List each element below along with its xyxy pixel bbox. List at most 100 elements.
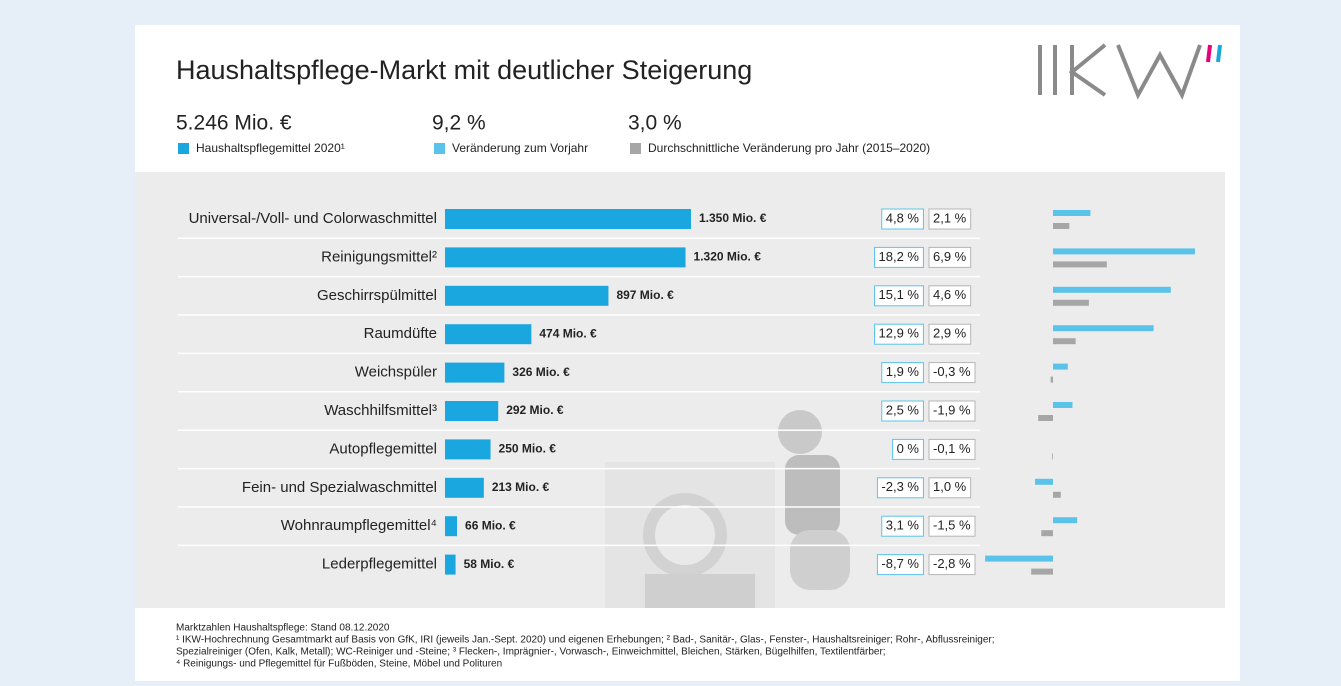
- percent-label: 18,2 %: [879, 249, 920, 264]
- bar: [445, 439, 491, 460]
- value-label: 213 Mio. €: [492, 480, 550, 494]
- bar: [445, 362, 505, 383]
- legend-label: Durchschnittliche Veränderung pro Jahr (…: [648, 141, 930, 155]
- value-label: 897 Mio. €: [616, 288, 674, 302]
- legend-label: Veränderung zum Vorjahr: [452, 141, 588, 155]
- change-bar: [1053, 210, 1091, 216]
- change-bar: [1053, 402, 1073, 408]
- percent-box: [928, 554, 976, 576]
- change-bar: [1041, 530, 1053, 537]
- change-bar: [1052, 453, 1053, 460]
- percent-box: [928, 323, 972, 345]
- percent-label: -2,8 %: [933, 556, 971, 571]
- change-bar: [1053, 363, 1068, 370]
- footnote: Marktzahlen Haushaltspflege: Stand 08.12…: [176, 623, 390, 634]
- bar: [445, 324, 532, 345]
- change-bar: [1053, 248, 1195, 255]
- category-label: Raumdüfte: [364, 325, 437, 342]
- change-bar: [1053, 286, 1171, 293]
- change-bar: [1053, 325, 1154, 332]
- category-label: Lederpflegemittel: [322, 556, 437, 573]
- percent-box: [928, 362, 976, 384]
- value-label: 1.320 Mio. €: [694, 250, 762, 264]
- summary-value: 3,0 %: [628, 112, 682, 135]
- legend-swatch: [434, 143, 445, 154]
- percent-label: 4,6 %: [933, 287, 967, 302]
- percent-box: [928, 400, 976, 422]
- percent-label: 12,9 %: [879, 326, 920, 341]
- illustration: [605, 410, 850, 608]
- footnote: Spezialreiniger (Ofen, Kalk, Metall); WC…: [176, 647, 886, 658]
- value-label: 250 Mio. €: [499, 442, 557, 456]
- percent-label: -1,5 %: [933, 518, 971, 533]
- percent-box: [928, 208, 972, 230]
- percent-label: 3,1 %: [886, 518, 920, 533]
- percent-label: 0 %: [897, 441, 920, 456]
- change-bar: [1035, 478, 1053, 485]
- change-bar: [1053, 261, 1107, 268]
- change-bar: [1053, 517, 1078, 524]
- change-bar: [1053, 223, 1070, 229]
- percent-box: [876, 554, 924, 576]
- bar: [445, 401, 499, 421]
- logo: [1038, 43, 1222, 100]
- percent-label: 15,1 %: [879, 287, 920, 302]
- change-bar: [1053, 491, 1061, 498]
- percent-box: [928, 477, 972, 499]
- percent-label: 6,9 %: [933, 249, 967, 264]
- summary-value: 5.246 Mio. €: [176, 112, 292, 135]
- percent-box: [881, 400, 924, 422]
- percent-box: [881, 362, 924, 384]
- percent-label: 2,9 %: [933, 326, 967, 341]
- category-label: Geschirrspülmittel: [317, 287, 437, 304]
- percent-box: [892, 438, 924, 460]
- footnote: ⁴ Reinigungs- und Pflegemittel für Fußbö…: [176, 659, 502, 670]
- percent-box: [928, 246, 972, 268]
- legend-swatch: [178, 143, 189, 154]
- change-bar: [1053, 338, 1076, 345]
- category-label: Weichspüler: [355, 364, 437, 381]
- percent-label: 2,5 %: [886, 402, 920, 417]
- category-label: Reinigungsmittel²: [321, 248, 437, 265]
- category-label: Universal-/Voll- und Colorwaschmittel: [189, 210, 437, 227]
- change-bar: [1050, 376, 1053, 383]
- legend-label: Haushaltspflegemittel 2020¹: [196, 141, 345, 155]
- percent-box: [881, 208, 924, 230]
- value-label: 292 Mio. €: [506, 403, 564, 417]
- percent-label: 2,1 %: [933, 210, 967, 225]
- percent-label: -0,3 %: [933, 364, 971, 379]
- chart-title: Haushaltspflege-Markt mit deutlicher Ste…: [176, 55, 752, 85]
- percent-box: [874, 323, 924, 345]
- percent-label: -1,9 %: [933, 402, 971, 417]
- bar: [445, 247, 686, 268]
- value-label: 66 Mio. €: [465, 518, 516, 532]
- percent-label: 4,8 %: [886, 210, 920, 225]
- percent-label: 1,0 %: [933, 479, 967, 494]
- percent-box: [928, 515, 976, 537]
- percent-box: [876, 477, 924, 499]
- bar: [445, 477, 484, 498]
- percent-label: -2,3 %: [881, 479, 919, 494]
- percent-box: [928, 438, 976, 460]
- percent-box: [874, 285, 924, 307]
- percent-label: 1,9 %: [886, 364, 920, 379]
- change-bar: [1038, 415, 1053, 421]
- bar: [445, 285, 609, 306]
- percent-box: [874, 246, 924, 268]
- footnote: ¹ IKW-Hochrechnung Gesamtmarkt auf Basis…: [176, 635, 995, 646]
- category-label: Autopflegemittel: [329, 440, 437, 457]
- percent-label: -0,1 %: [933, 441, 971, 456]
- value-label: 326 Mio. €: [512, 365, 570, 379]
- bar: [445, 516, 458, 537]
- value-label: 1.350 Mio. €: [699, 211, 767, 225]
- value-label: 474 Mio. €: [539, 326, 597, 340]
- bar: [445, 554, 456, 575]
- percent-box: [881, 515, 924, 537]
- summary-value: 9,2 %: [432, 112, 486, 135]
- change-bar: [985, 555, 1053, 562]
- percent-box: [928, 285, 972, 307]
- category-label: Waschhilfsmittel³: [324, 402, 437, 419]
- bar: [445, 209, 691, 229]
- value-label: 58 Mio. €: [464, 557, 515, 571]
